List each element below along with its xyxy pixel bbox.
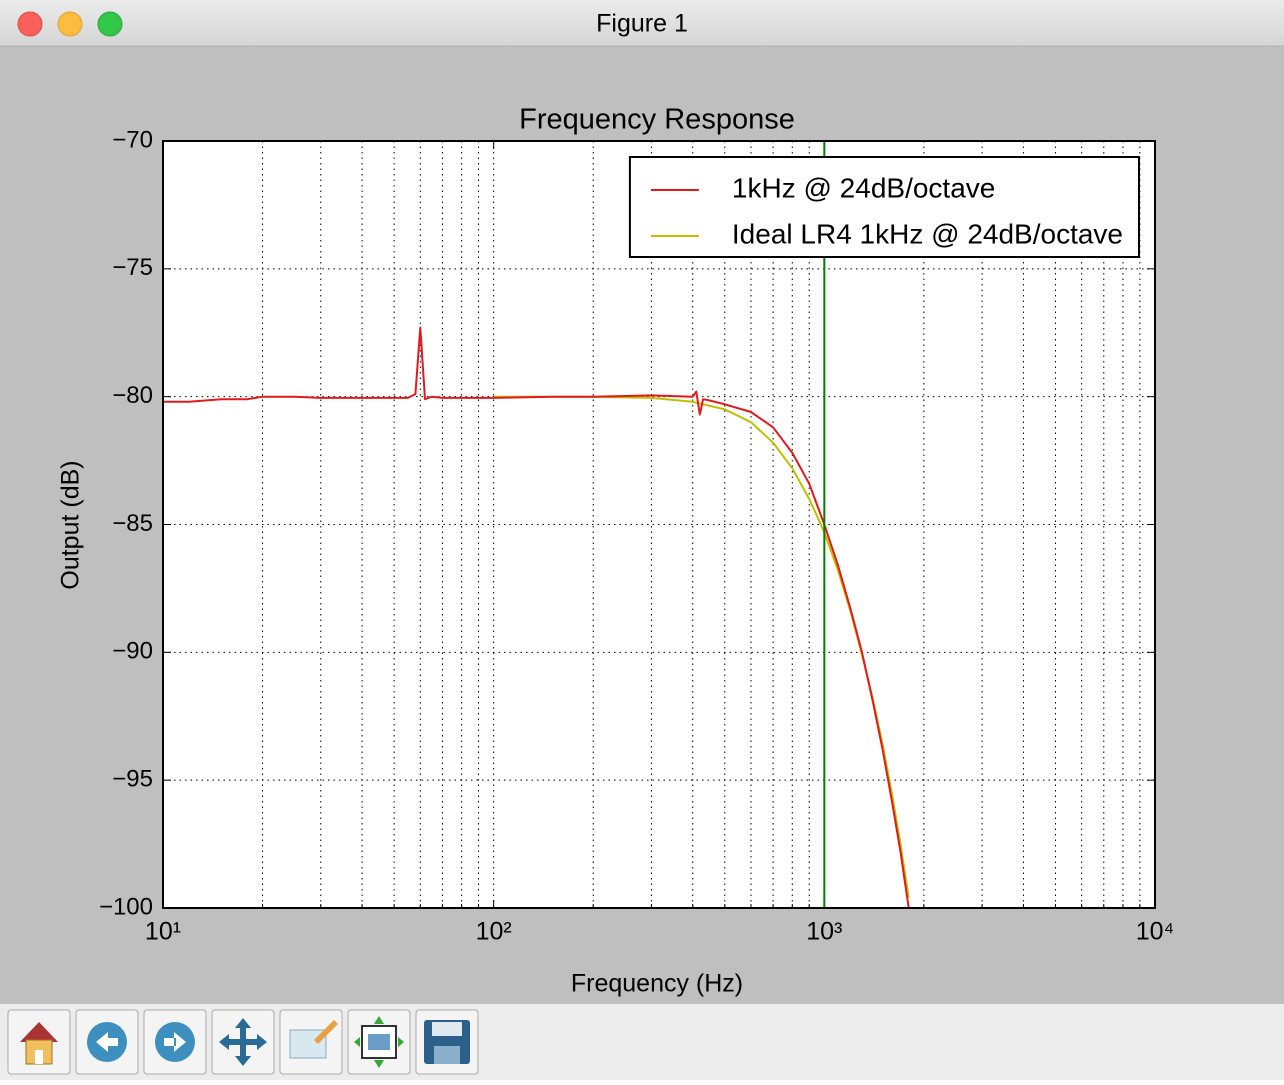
zoom-rect-button[interactable]: [279, 1009, 343, 1075]
legend: 1kHz @ 24dB/octave Ideal LR4 1kHz @ 24dB/…: [628, 156, 1140, 258]
x-tick-label: 10²: [476, 918, 512, 946]
minimize-button[interactable]: [57, 11, 83, 37]
chart-title: Frequency Response: [519, 104, 795, 136]
back-button[interactable]: [75, 1009, 139, 1075]
y-tick-label: −100: [99, 893, 153, 920]
y-axis-label: Output (dB): [57, 460, 85, 589]
save-button[interactable]: [415, 1009, 479, 1075]
y-tick-label: −95: [112, 766, 153, 793]
window-title: Figure 1: [596, 10, 688, 38]
x-tick-label: 10⁴: [1136, 918, 1175, 946]
legend-box: [628, 156, 1140, 258]
plot-content: [163, 141, 910, 908]
toolbar-buttons: [7, 1009, 479, 1075]
forward-button[interactable]: [143, 1009, 207, 1075]
title-bar: [0, 0, 1284, 46]
y-tick-label: −80: [112, 382, 153, 409]
legend-label: Ideal LR4 1kHz @ 24dB/octave: [732, 218, 1123, 249]
x-axis-label: Frequency (Hz): [571, 970, 743, 998]
y-tick-label: −75: [112, 254, 153, 281]
y-tick-label: −85: [112, 510, 153, 537]
zoom-button[interactable]: [97, 11, 123, 37]
home-button[interactable]: [7, 1009, 71, 1075]
close-button[interactable]: [17, 11, 43, 37]
y-tick-label: −70: [112, 126, 153, 153]
axes-frame: [162, 140, 1156, 909]
x-tick-label: 10³: [806, 918, 842, 946]
pan-button[interactable]: [211, 1009, 275, 1075]
y-tick-label: −90: [112, 638, 153, 665]
legend-label: 1kHz @ 24dB/octave: [732, 172, 995, 203]
subplots-button[interactable]: [347, 1009, 411, 1075]
x-tick-label: 10¹: [145, 918, 181, 946]
series-line: [163, 326, 910, 908]
